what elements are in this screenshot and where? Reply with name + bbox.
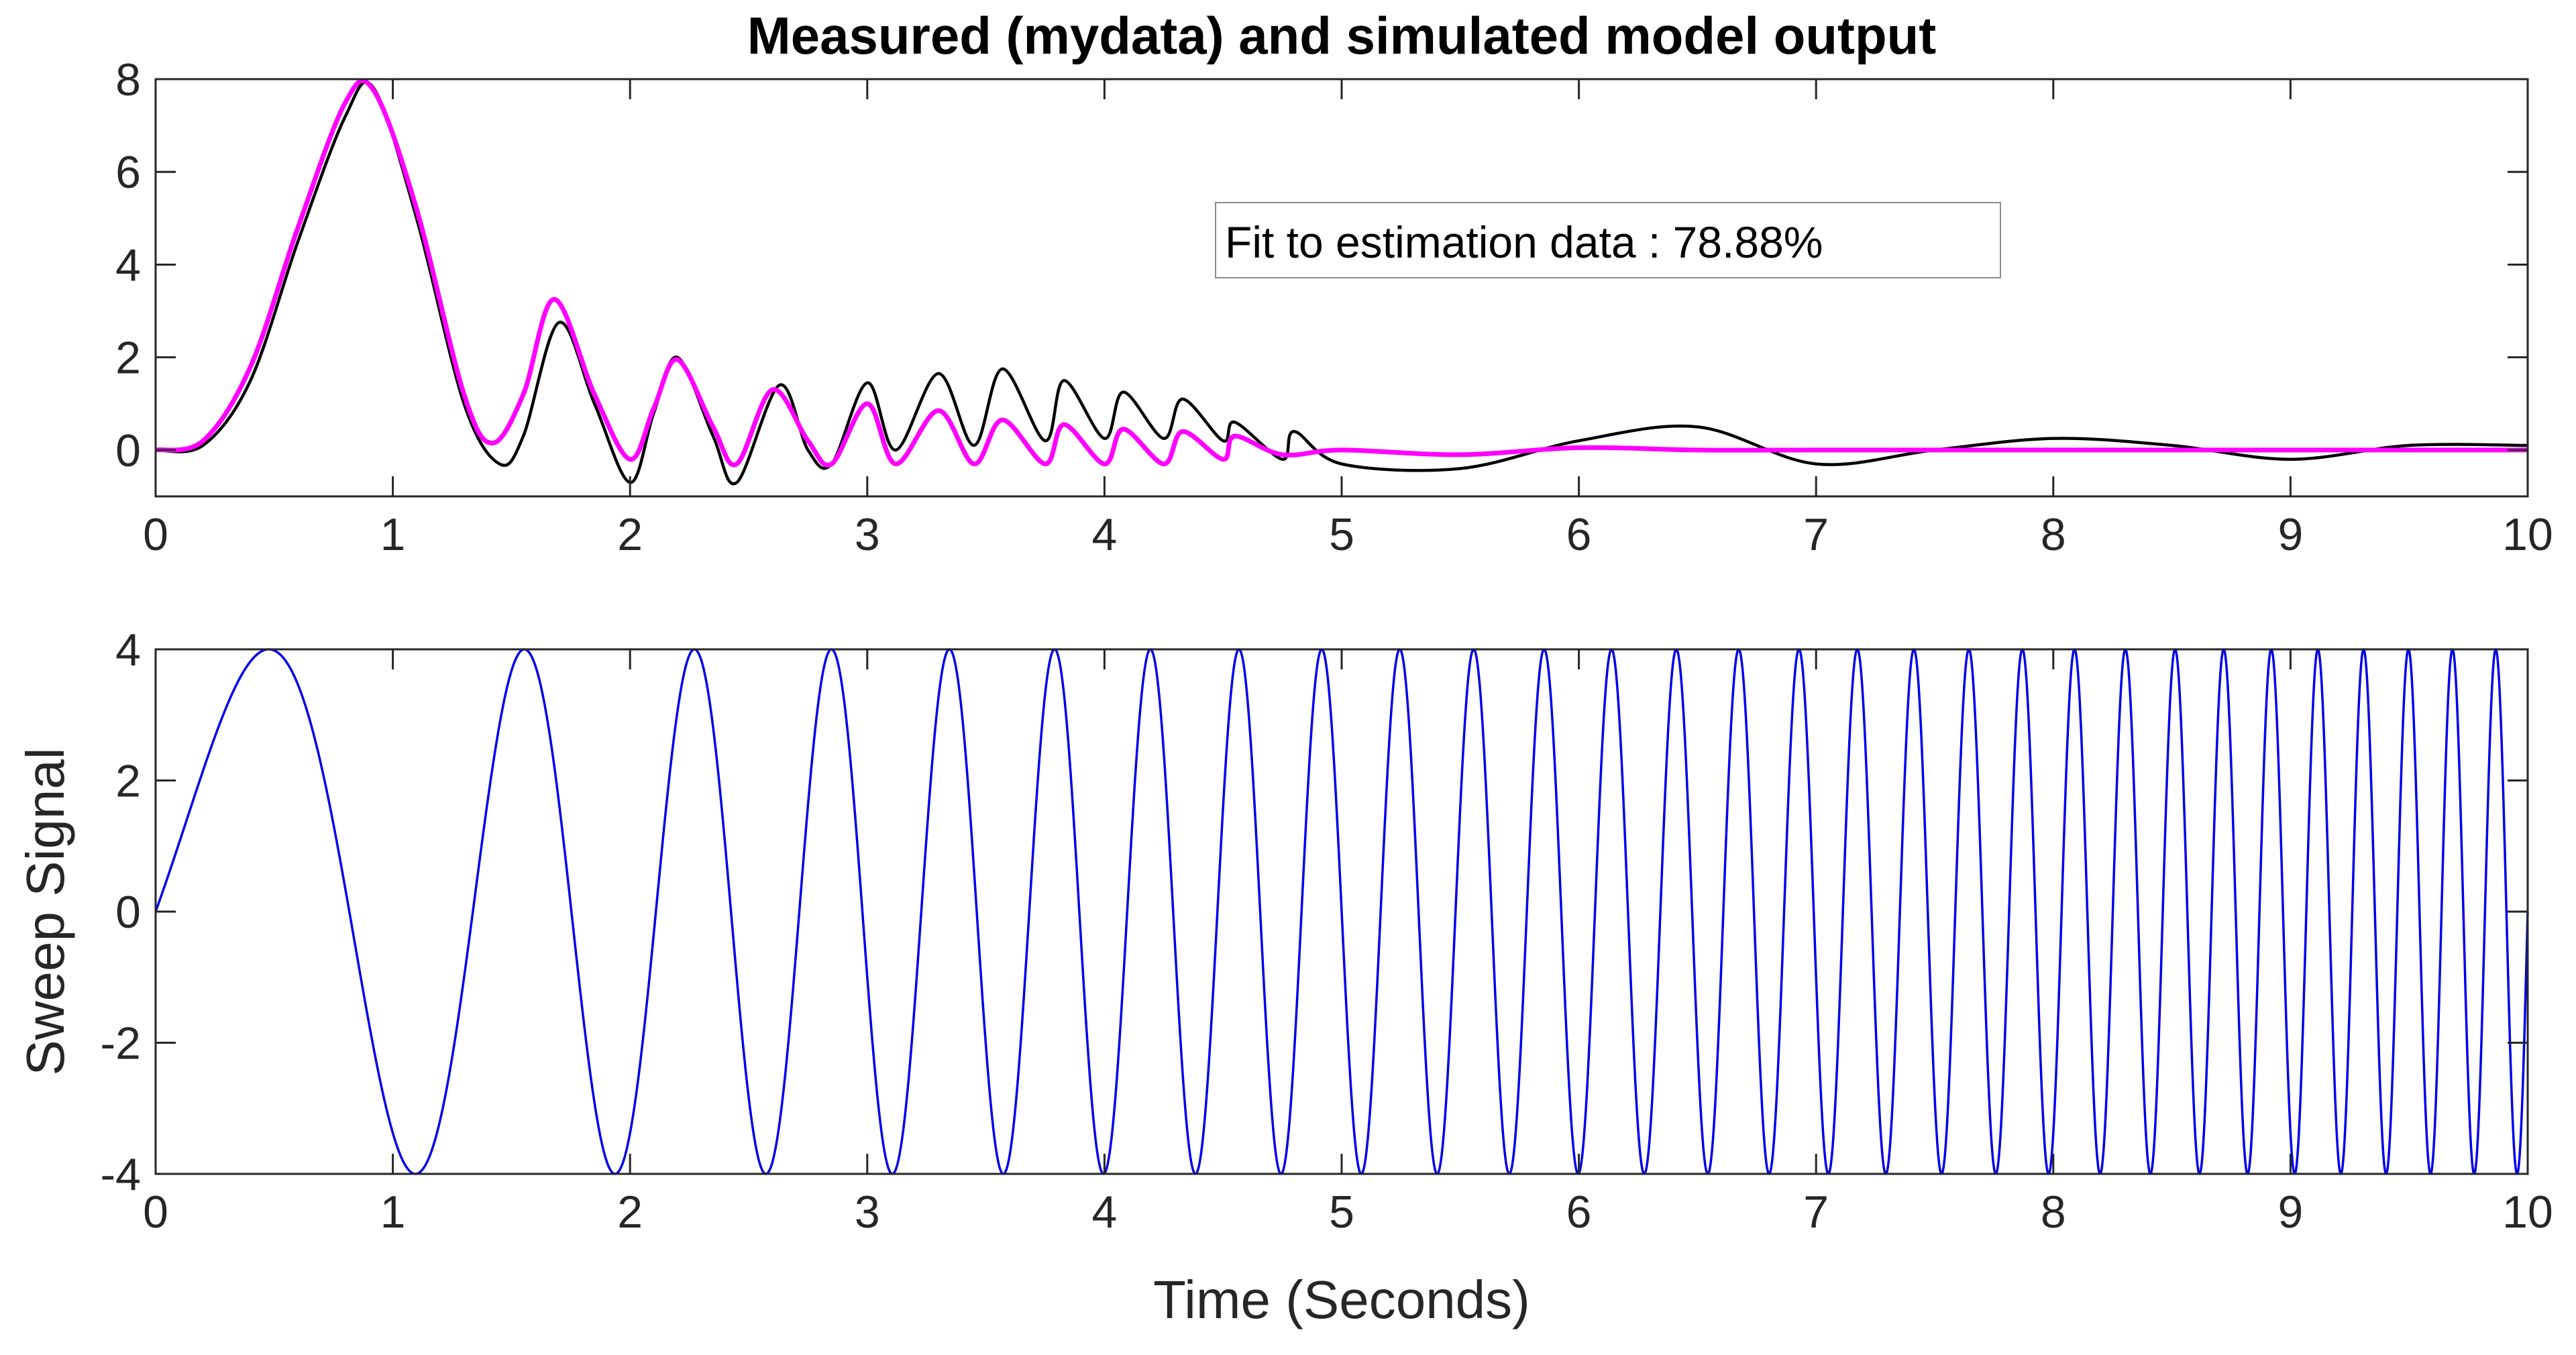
bottom-x-tick-label: 2: [617, 1187, 643, 1238]
bottom-x-tick-label: 0: [143, 1187, 168, 1238]
top-x-tick-label: 10: [2502, 509, 2553, 560]
top-axes: Measured (mydata) and simulated model ou…: [115, 6, 2553, 560]
bottom-axes: 0 1 2 3 4 5 6 7 8 9 10 -4 -2 0 2 4 Time (Seconds) Swee…: [15, 625, 2553, 1330]
fit-annotation-text: Fit to estimation data : 78.88%: [1225, 217, 1823, 267]
top-x-tick-label: 5: [1329, 509, 1354, 560]
bottom-series-group: [154, 648, 2529, 1175]
top-x-tick-label: 2: [617, 509, 643, 560]
bottom-y-tick-label: -2: [101, 1018, 141, 1069]
top-x-tick-label: 1: [380, 509, 406, 560]
bottom-y-tick-label: -4: [101, 1149, 141, 1200]
x-axis-label: Time (Seconds): [1153, 1270, 1530, 1330]
top-y-tick-label: 8: [115, 54, 141, 105]
top-chart-title: Measured (mydata) and simulated model ou…: [747, 6, 1937, 65]
bottom-x-ticks: 0 1 2 3 4 5 6 7 8 9 10: [143, 649, 2553, 1238]
bottom-x-tick-label: 1: [380, 1187, 406, 1238]
top-x-tick-label: 9: [2277, 509, 2303, 560]
bottom-y-tick-label: 0: [115, 887, 141, 938]
top-series-line-0: [155, 80, 2528, 486]
bottom-x-tick-label: 5: [1329, 1187, 1354, 1238]
bottom-series-line-0: [154, 648, 2529, 1175]
top-series-line-1: [155, 78, 2528, 468]
bottom-x-tick-label: 4: [1091, 1187, 1117, 1238]
bottom-y-tick-label: 4: [115, 625, 141, 675]
top-y-tick-label: 6: [115, 147, 141, 198]
top-y-tick-label: 0: [115, 425, 141, 476]
top-y-tick-label: 4: [115, 239, 141, 290]
bottom-y-tick-label: 2: [115, 756, 141, 807]
bottom-x-tick-label: 8: [2041, 1187, 2066, 1238]
top-x-tick-label: 8: [2041, 509, 2066, 560]
top-plot-area: [156, 79, 2528, 496]
annotation-frame: [1215, 202, 2001, 278]
bottom-y-ticks: -4 -2 0 2 4: [101, 625, 2528, 1200]
bottom-x-tick-label: 6: [1566, 1187, 1592, 1238]
top-x-ticks: 0 1 2 3 4 5 6 7 8 9 10: [143, 79, 2553, 560]
fit-annotation-box: Fit to estimation data : 78.88%: [1215, 202, 2001, 278]
top-x-tick-label: 4: [1091, 509, 1117, 560]
top-y-ticks: 0 2 4 6 8: [115, 54, 2528, 476]
y-axis-label: Sweep Signal: [15, 747, 75, 1075]
top-x-tick-label: 7: [1803, 509, 1829, 560]
top-x-tick-label: 0: [143, 509, 168, 560]
bottom-x-tick-label: 7: [1803, 1187, 1829, 1238]
top-x-tick-label: 3: [855, 509, 880, 560]
top-series-group: [155, 78, 2528, 486]
bottom-x-tick-label: 3: [855, 1187, 880, 1238]
top-x-tick-label: 6: [1566, 509, 1592, 560]
top-y-tick-label: 2: [115, 333, 141, 384]
bottom-x-tick-label: 9: [2277, 1187, 2303, 1238]
bottom-x-tick-label: 10: [2502, 1187, 2553, 1238]
